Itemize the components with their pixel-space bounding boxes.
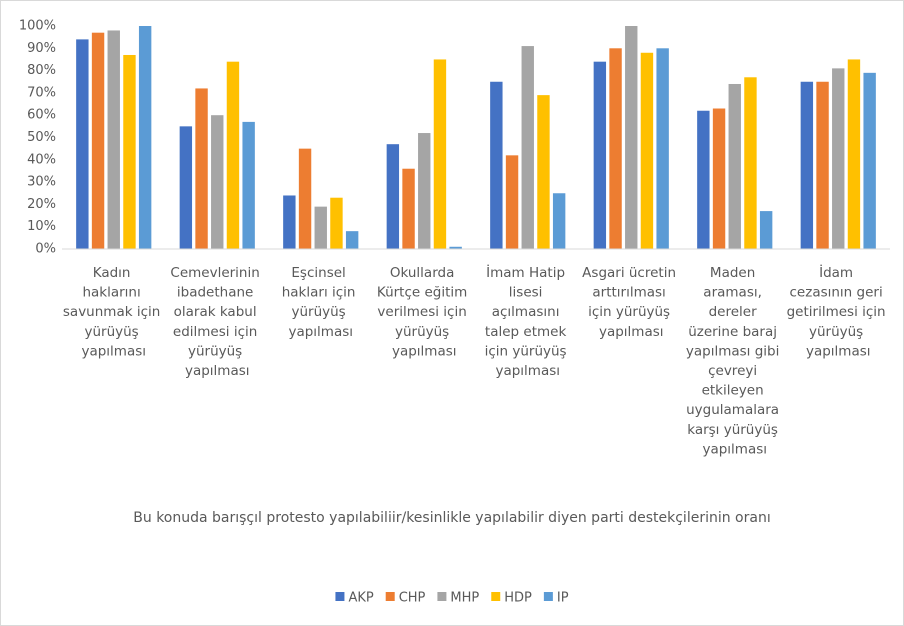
bar bbox=[625, 26, 638, 249]
bar bbox=[138, 26, 152, 249]
x-tick-label: Eşcinsel hakları için yürüyüş yapılması bbox=[282, 265, 360, 340]
legend-swatch bbox=[335, 592, 345, 601]
bar bbox=[107, 30, 120, 250]
x-tick-label: Okullarda Kürtçe eğitim verilmesi için y… bbox=[377, 265, 472, 359]
y-tick-label: 40% bbox=[27, 152, 56, 167]
bar bbox=[433, 59, 447, 250]
y-tick-label: 70% bbox=[27, 85, 56, 100]
y-tick-label: 60% bbox=[27, 108, 56, 123]
bar bbox=[386, 144, 400, 249]
bar bbox=[490, 81, 503, 249]
y-tick-label: 20% bbox=[27, 197, 56, 212]
bar bbox=[847, 59, 861, 250]
bar bbox=[123, 54, 136, 249]
bar bbox=[91, 32, 105, 249]
bar bbox=[728, 83, 741, 249]
legend-swatch bbox=[491, 592, 501, 601]
bar bbox=[179, 126, 193, 249]
bar bbox=[609, 48, 622, 249]
bar bbox=[593, 61, 607, 250]
x-tick-label: Cemevlerinin ibadethane olarak kabul edi… bbox=[170, 265, 264, 379]
legend-swatch bbox=[437, 592, 447, 601]
y-tick-label: 30% bbox=[27, 175, 56, 190]
bar bbox=[283, 195, 296, 249]
bar bbox=[330, 197, 343, 249]
bar bbox=[656, 48, 669, 249]
bar bbox=[744, 77, 757, 249]
x-tick-label: Kadın haklarını savunmak için yürüyüş ya… bbox=[63, 265, 165, 359]
bar bbox=[345, 231, 359, 249]
bar bbox=[242, 121, 255, 249]
y-tick-label: 80% bbox=[27, 63, 56, 78]
bar bbox=[537, 95, 550, 249]
x-tick-label: Maden araması, dereler üzerine baraj yap… bbox=[686, 265, 784, 457]
bar bbox=[697, 110, 710, 250]
legend-label: MHP bbox=[450, 591, 479, 606]
bar bbox=[816, 81, 829, 249]
legend-label: CHP bbox=[399, 591, 426, 606]
bar bbox=[195, 88, 208, 249]
y-tick-label: 10% bbox=[27, 219, 56, 234]
bar bbox=[314, 206, 327, 249]
bar bbox=[211, 115, 224, 249]
x-tick-label: İmam Hatip lisesi açılmasını talep etmek… bbox=[485, 263, 571, 379]
x-axis-title: Bu konuda barışçıl protesto yapılabiliir… bbox=[133, 510, 770, 526]
y-tick-label: 100% bbox=[19, 19, 56, 34]
bar bbox=[449, 246, 462, 249]
y-tick-label: 0% bbox=[35, 242, 56, 257]
bar bbox=[298, 148, 312, 249]
bar bbox=[402, 168, 415, 249]
bar bbox=[800, 81, 814, 249]
bar bbox=[521, 46, 534, 249]
y-tick-label: 90% bbox=[27, 41, 56, 56]
x-tick-label: İdam cezasının geri getirilmesi için yür… bbox=[787, 263, 890, 359]
bar bbox=[832, 68, 845, 250]
bar bbox=[759, 211, 773, 249]
legend-swatch bbox=[543, 592, 553, 601]
legend-label: IP bbox=[557, 591, 569, 606]
bar bbox=[640, 52, 654, 250]
bar bbox=[76, 39, 89, 249]
bar bbox=[226, 61, 240, 250]
y-tick-label: 50% bbox=[27, 130, 56, 145]
bar bbox=[712, 108, 726, 249]
bar bbox=[505, 155, 519, 249]
bar bbox=[418, 133, 431, 249]
legend-label: AKP bbox=[348, 591, 373, 606]
bar bbox=[552, 193, 566, 249]
legend-label: HDP bbox=[504, 591, 532, 606]
x-tick-label: Asgari ücretin arttırılması için yürüyüş… bbox=[582, 265, 680, 340]
legend-swatch bbox=[385, 592, 395, 601]
bar bbox=[863, 72, 876, 249]
